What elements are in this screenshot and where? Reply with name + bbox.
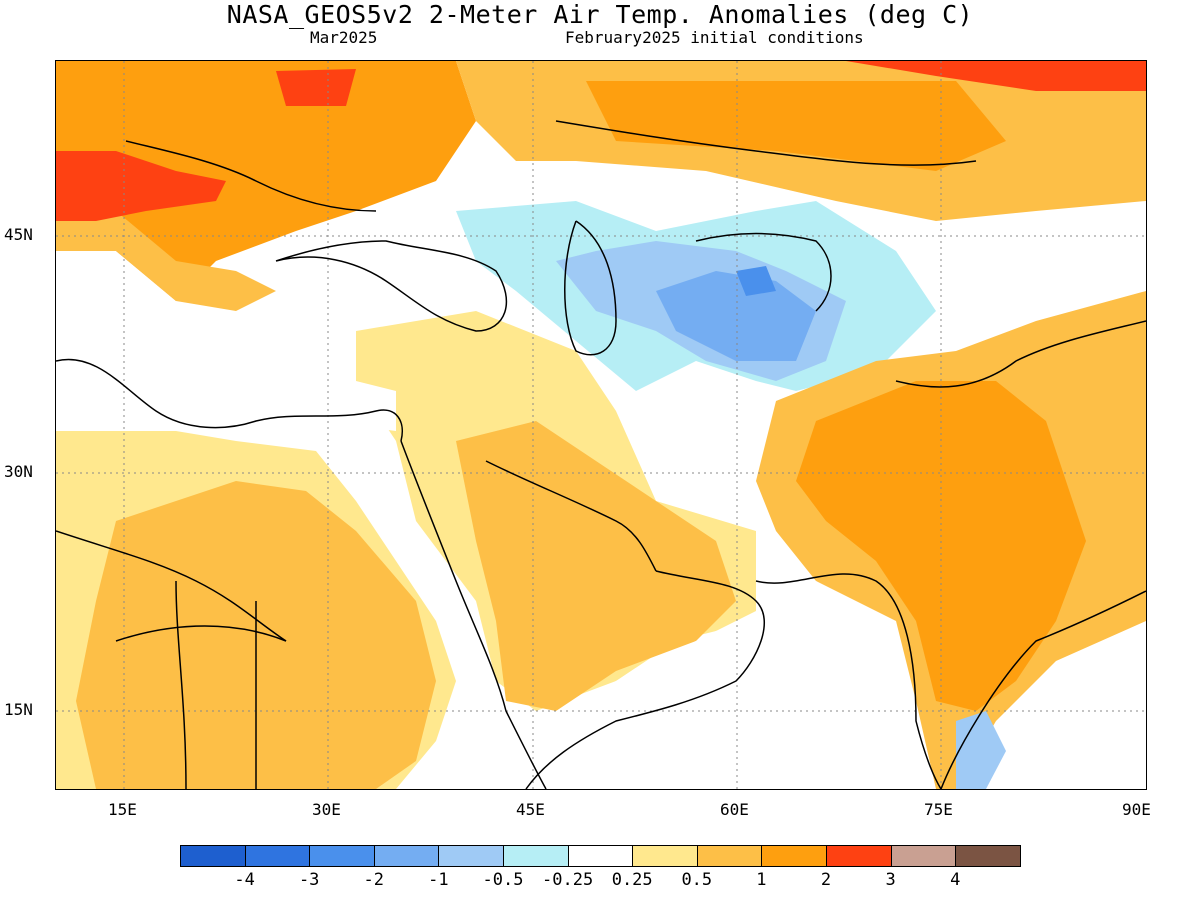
colorbar-label: -2 — [363, 870, 385, 890]
lon-label-15e: 15E — [108, 800, 137, 819]
colorbar-swatch — [503, 845, 569, 867]
chart-title: NASA_GEOS5v2 2-Meter Air Temp. Anomalies… — [226, 0, 974, 29]
europe-anomaly-orange — [56, 61, 476, 301]
central-asia-blue-mid — [656, 271, 816, 361]
mediterranean — [56, 321, 396, 431]
colorbar-label: -3 — [298, 870, 320, 890]
lat-label-30n: 30N — [4, 462, 33, 481]
colorbar-swatch — [373, 845, 440, 867]
colorbar-swatch — [567, 845, 634, 867]
anomaly-map — [55, 60, 1147, 790]
colorbar-label: 0.25 — [611, 870, 653, 890]
central-asia-blue-core — [736, 266, 776, 296]
colorbar-label: -4 — [234, 870, 255, 890]
colorbar-label: 0.5 — [681, 870, 713, 890]
colorbar-swatch — [890, 845, 957, 867]
colorbar-swatch — [955, 845, 1021, 867]
lon-label-30e: 30E — [312, 800, 341, 819]
initial-conditions: February2025 initial conditions — [565, 28, 864, 47]
colorbar-swatch — [696, 845, 763, 867]
lon-label-75e: 75E — [924, 800, 953, 819]
colorbar-swatch — [244, 845, 311, 867]
colorbar-label: 1 — [756, 870, 767, 890]
colorbar-swatch — [632, 845, 698, 867]
europe-red-patch-2 — [276, 69, 356, 106]
colorbar-swatch — [309, 845, 375, 867]
colorbar-label: 2 — [820, 870, 832, 890]
colorbar-swatch — [826, 845, 892, 867]
colorbar-label: -1 — [428, 870, 449, 890]
europe-red-patch-1 — [56, 151, 226, 221]
arabian-sea — [536, 581, 936, 789]
lat-label-45n: 45N — [4, 225, 33, 244]
forecast-month: Mar2025 — [310, 28, 378, 47]
russia-red — [846, 61, 1146, 91]
colorbar-label: -0.25 — [542, 870, 594, 890]
russia-dark-orange — [586, 81, 1006, 171]
arabia-orange — [456, 421, 736, 711]
lon-label-60e: 60E — [720, 800, 749, 819]
lon-label-45e: 45E — [516, 800, 545, 819]
lon-label-90e: 90E — [1122, 800, 1151, 819]
south-india-blue — [956, 711, 1006, 789]
lat-label-15n: 15N — [4, 700, 33, 719]
coastlines — [56, 120, 1146, 789]
graticule — [56, 61, 1146, 789]
colorbar-label: 3 — [885, 870, 896, 890]
colorbar-swatch — [438, 845, 504, 867]
india-dark-orange — [796, 381, 1086, 711]
colorbar-swatch — [761, 845, 827, 867]
colorbar-label: 4 — [950, 870, 961, 890]
map-svg — [56, 61, 1146, 789]
colorbar-swatch — [180, 845, 246, 867]
colorbar-label: -0.5 — [482, 870, 524, 890]
